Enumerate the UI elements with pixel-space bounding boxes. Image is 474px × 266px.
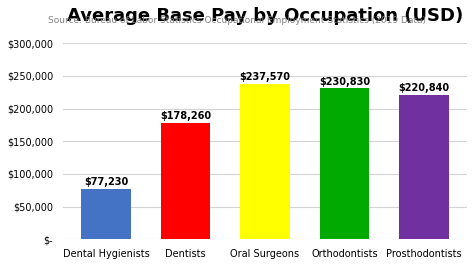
Text: $220,840: $220,840 bbox=[399, 83, 450, 93]
Bar bbox=[161, 123, 210, 239]
Text: $230,830: $230,830 bbox=[319, 77, 370, 87]
Text: Source: Bureau of Labor Statistics Occupational Employment Statistics (2019 Data: Source: Bureau of Labor Statistics Occup… bbox=[48, 15, 426, 24]
Bar bbox=[320, 88, 369, 239]
Text: $77,230: $77,230 bbox=[84, 177, 128, 187]
Bar bbox=[400, 95, 449, 239]
Text: $178,260: $178,260 bbox=[160, 111, 211, 121]
Bar bbox=[240, 84, 290, 239]
Text: $237,570: $237,570 bbox=[239, 72, 291, 82]
Bar bbox=[81, 189, 131, 239]
Title: Average Base Pay by Occupation (USD): Average Base Pay by Occupation (USD) bbox=[67, 7, 463, 25]
